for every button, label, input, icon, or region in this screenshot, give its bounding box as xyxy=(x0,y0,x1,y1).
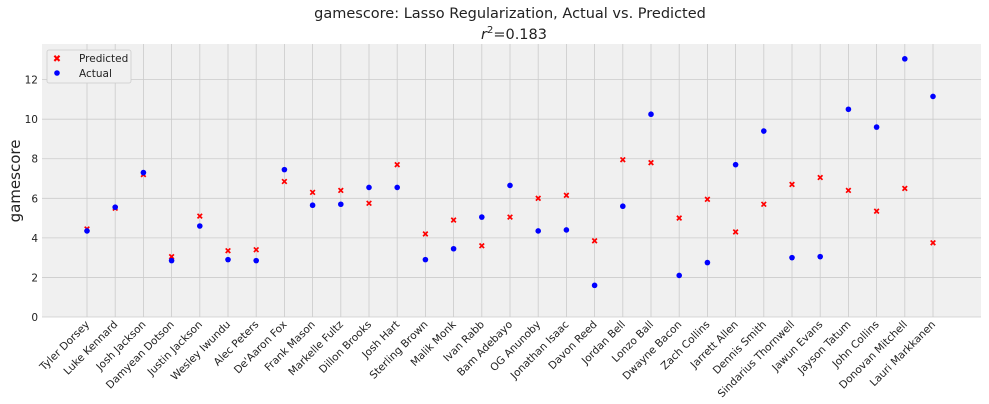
legend: ✖ Predicted Actual xyxy=(46,49,132,84)
predicted-point xyxy=(507,214,513,220)
actual-point xyxy=(930,93,936,100)
actual-point xyxy=(281,166,288,173)
actual-point xyxy=(873,124,880,130)
legend-marker-predicted: ✖ xyxy=(53,54,61,65)
predicted-point xyxy=(930,239,936,246)
chart-subtitle: r2=0.183 xyxy=(481,25,547,43)
predicted-point xyxy=(563,192,570,199)
legend-label-predicted: Predicted xyxy=(79,53,128,65)
predicted-point xyxy=(168,253,175,260)
actual-point xyxy=(479,214,485,220)
plot-background xyxy=(42,44,981,317)
predicted-point xyxy=(591,237,598,244)
actual-point xyxy=(84,228,90,234)
actual-point xyxy=(338,201,344,208)
legend-box xyxy=(46,49,132,84)
actual-point xyxy=(140,169,147,176)
actual-point xyxy=(845,106,852,113)
predicted-point xyxy=(817,174,824,181)
predicted-point xyxy=(309,189,316,196)
predicted-point xyxy=(648,159,654,166)
actual-point xyxy=(535,228,541,234)
predicted-point xyxy=(789,181,795,188)
y-tick-label: 0 xyxy=(31,312,38,324)
chart-title: gamescore: Lasso Regularization, Actual … xyxy=(314,6,706,22)
grid-lines xyxy=(42,44,981,318)
predicted-point xyxy=(196,213,203,220)
predicted-point xyxy=(901,185,908,192)
actual-point xyxy=(789,254,795,261)
actual-point xyxy=(507,182,513,189)
predicted-point xyxy=(704,196,711,203)
predicted-point xyxy=(845,187,852,194)
predicted-point xyxy=(873,208,880,215)
actual-point xyxy=(591,282,598,289)
predicted-point xyxy=(281,178,288,185)
actual-point xyxy=(394,184,401,191)
y-tick-label: 10 xyxy=(25,114,38,126)
predicted-point xyxy=(225,247,231,254)
actual-point xyxy=(761,128,767,134)
actual-point xyxy=(563,227,570,233)
predicted-point xyxy=(422,231,429,237)
y-tick-label: 12 xyxy=(25,75,38,87)
predicted-point xyxy=(619,156,626,163)
legend-label-actual: Actual xyxy=(79,68,112,80)
y-tick-labels: 0 2 4 6 8 10 12 xyxy=(25,75,39,324)
actual-point xyxy=(422,256,429,263)
y-tick-label: 6 xyxy=(31,193,38,205)
actual-point xyxy=(902,56,908,62)
actual-point xyxy=(309,202,316,209)
actual-point xyxy=(366,184,372,191)
predicted-point xyxy=(676,215,683,221)
actual-point xyxy=(648,111,654,118)
actual-point xyxy=(225,256,231,263)
y-tick-label: 4 xyxy=(31,233,38,245)
actual-point xyxy=(253,257,259,264)
predicted-point xyxy=(478,242,485,249)
predicted-point xyxy=(253,246,260,253)
y-axis-label: gamescore xyxy=(6,140,24,223)
predicted-point xyxy=(366,200,372,207)
predicted-point xyxy=(450,217,457,223)
y-tick-label: 2 xyxy=(31,272,38,284)
actual-point xyxy=(620,203,626,210)
predicted-point xyxy=(337,187,344,194)
predicted-point xyxy=(535,195,542,202)
actual-point xyxy=(450,245,457,252)
actual-point xyxy=(112,204,118,211)
y-tick-label: 8 xyxy=(31,154,38,166)
actual-point xyxy=(676,272,682,279)
legend-marker-actual xyxy=(54,70,60,76)
predicted-point xyxy=(394,161,401,168)
actual-point xyxy=(732,161,739,168)
actual-point xyxy=(197,223,203,229)
actual-point xyxy=(168,257,175,264)
actual-point xyxy=(817,253,823,260)
predicted-point xyxy=(732,229,739,235)
predicted-point xyxy=(760,201,767,208)
actual-point xyxy=(704,259,711,266)
data-points xyxy=(84,56,936,289)
